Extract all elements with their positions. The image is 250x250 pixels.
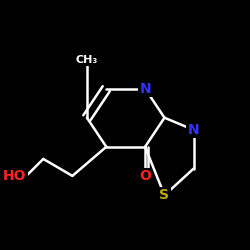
Text: HO: HO bbox=[3, 169, 26, 183]
Text: N: N bbox=[139, 82, 151, 96]
Text: O: O bbox=[139, 169, 151, 183]
Text: S: S bbox=[160, 188, 170, 202]
Text: CH₃: CH₃ bbox=[76, 54, 98, 64]
Text: N: N bbox=[188, 123, 199, 137]
